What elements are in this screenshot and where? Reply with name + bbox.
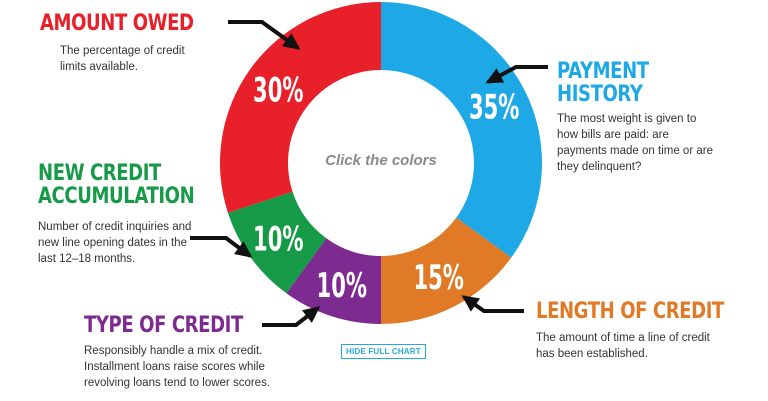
arrow-type-of-credit-head xyxy=(302,306,321,323)
desc-amount-owed: The percentage of credit limits availabl… xyxy=(60,45,185,73)
title-amount-owed[interactable]: AMOUNT OWED xyxy=(40,11,194,36)
arrow-amount-owed xyxy=(228,20,300,50)
slice-new-credit-accumulation[interactable] xyxy=(227,191,327,294)
title-length-of-credit[interactable]: LENGTH OF CREDIT xyxy=(536,299,724,324)
slice-label: 15% xyxy=(413,258,463,298)
slice-payment-history[interactable] xyxy=(381,2,542,258)
slice-length-of-credit[interactable] xyxy=(381,217,512,324)
slice-label: 10% xyxy=(317,266,367,306)
title-type-of-credit[interactable]: TYPE OF CREDIT xyxy=(84,313,243,338)
arrow-amount-owed-head xyxy=(281,33,301,50)
desc-new-credit: Number of credit inquiries and new line … xyxy=(38,221,192,265)
arrow-payment-history-head xyxy=(485,68,505,84)
center-text: Click the colors xyxy=(325,152,437,169)
hide-full-chart-button[interactable]: HIDE FULL CHART xyxy=(341,344,426,359)
slice-type-of-credit[interactable] xyxy=(286,238,381,324)
arrow-length-of-credit-head xyxy=(461,295,481,312)
title-new-credit[interactable]: NEW CREDIT ACCUMULATION xyxy=(38,161,195,209)
desc-type-of-credit: Responsibly handle a mix of credit. Inst… xyxy=(84,345,271,389)
slice-label: 10% xyxy=(253,219,303,259)
desc-payment-history: The most weight is given to how bills ar… xyxy=(557,113,713,173)
slice-amount-owed[interactable] xyxy=(219,2,381,213)
slice-label: 35% xyxy=(469,87,519,127)
arrow-new-credit-head xyxy=(234,241,253,258)
slice-label: 30% xyxy=(253,70,303,110)
desc-length-of-credit: The amount of time a line of credit has … xyxy=(536,332,710,360)
title-payment-history[interactable]: PAYMENT HISTORY xyxy=(557,59,649,107)
